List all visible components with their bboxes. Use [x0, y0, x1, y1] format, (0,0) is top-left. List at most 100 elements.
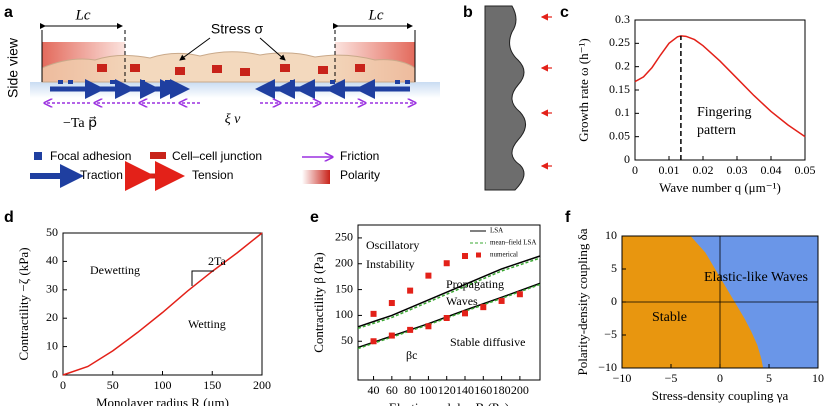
point — [516, 291, 523, 298]
x-axis-label: Monolayer radius R (μm) — [96, 395, 229, 406]
micrograph — [484, 5, 526, 191]
point — [425, 323, 432, 330]
slope-marker — [191, 270, 214, 286]
point — [388, 332, 395, 339]
y-tick-label: 0 — [624, 152, 630, 166]
legend-text: mean–field LSA — [490, 239, 536, 247]
y-axis-label: Polarity-density coupling δa — [575, 228, 590, 375]
legend-icon — [150, 152, 166, 159]
y-axis-label: Growth rate ω (h⁻¹) — [576, 38, 591, 141]
x-tick-label: 0 — [60, 378, 66, 392]
annotation: Stable diffusive — [450, 335, 525, 349]
lc-label: Lc — [75, 7, 91, 23]
traction-term: −Ta p⃗ — [63, 116, 97, 131]
x-tick-label: 0 — [717, 371, 723, 385]
point — [407, 287, 414, 294]
annotation: Waves — [446, 294, 478, 308]
x-tick-label: 40 — [368, 383, 380, 397]
y-tick-label: 100 — [335, 307, 353, 321]
panel-label: c — [560, 4, 569, 21]
region-label: Stable — [652, 310, 687, 325]
x-tick-label: 100 — [419, 383, 437, 397]
panel-a: Side view Lc Lc Stress σ −Ta p⃗ ξ v⃗ Foc… — [5, 7, 440, 191]
x-tick-label: 100 — [154, 378, 172, 392]
y-tick-label: 0.15 — [609, 82, 630, 96]
annotation: Propagating — [446, 277, 504, 291]
y-tick-label: 0 — [52, 367, 58, 381]
x-tick-label: 150 — [203, 378, 221, 392]
y-tick-label: −5 — [604, 327, 617, 341]
markers — [540, 13, 552, 170]
x-tick-label: 180 — [493, 383, 511, 397]
y-tick-label: 250 — [335, 230, 353, 244]
x-axis-label: Elastic modulus B (Pa) — [389, 400, 509, 406]
legend-text: Tension — [192, 168, 233, 182]
y-tick-label: 50 — [46, 225, 58, 239]
point — [480, 304, 487, 311]
y-tick-label: 0.3 — [615, 12, 630, 26]
x-tick-label: 10 — [812, 371, 824, 385]
y-tick-label: 150 — [335, 281, 353, 295]
x-tick-label: 60 — [386, 383, 398, 397]
point — [407, 326, 414, 333]
x-tick-label: 0 — [632, 163, 638, 177]
line — [62, 232, 263, 376]
x-tick-label: 0.01 — [659, 163, 680, 177]
x-tick-label: 50 — [107, 378, 119, 392]
y-tick-label: 30 — [46, 282, 58, 296]
y-tick-label: 200 — [335, 256, 353, 270]
line — [634, 35, 806, 138]
y-tick-label: 5 — [611, 261, 617, 275]
x-tick-label: 0.04 — [761, 163, 782, 177]
y-tick-label: −10 — [598, 360, 617, 374]
y-axis-label: Contractility β (Pa) — [311, 252, 326, 352]
y-tick-label: 40 — [46, 253, 58, 267]
y-tick-label: 0.1 — [615, 105, 630, 119]
x-tick-label: 0.03 — [727, 163, 748, 177]
annotation: Instability — [366, 257, 415, 271]
x-tick-label: 0.05 — [795, 163, 816, 177]
x-axis-label: Wave number q (μm⁻¹) — [659, 180, 781, 195]
annotation: Fingering — [697, 105, 751, 120]
cells — [41, 51, 416, 83]
annotation: βc — [406, 348, 417, 362]
y-axis-label: Contractility −ζ (kPa) — [16, 247, 31, 360]
x-tick-label: 160 — [474, 383, 492, 397]
point — [370, 338, 377, 345]
line — [357, 257, 541, 330]
y-tick-label: 10 — [605, 228, 617, 242]
region-label: Elastic-like Waves — [704, 270, 808, 285]
x-tick-label: −5 — [665, 371, 678, 385]
pointer — [259, 37, 286, 61]
y-tick-label: 10 — [46, 338, 58, 352]
x-tick-label: −10 — [613, 371, 632, 385]
pointer — [179, 37, 211, 61]
panel-label: e — [310, 209, 319, 226]
x-axis-label: Stress-density coupling γa — [652, 388, 789, 403]
x-tick-label: 5 — [766, 371, 772, 385]
point — [425, 272, 432, 279]
panel-label: f — [565, 209, 571, 226]
stress-label: Stress σ — [211, 21, 264, 37]
annotation: Oscillatory — [366, 238, 419, 252]
y-tick-label: 0.2 — [615, 58, 630, 72]
y-tick-label: 20 — [46, 310, 58, 324]
point — [388, 300, 395, 307]
x-tick-label: 140 — [456, 383, 474, 397]
point — [498, 297, 505, 304]
x-tick-label: 200 — [253, 378, 271, 392]
panel-label: a — [4, 4, 13, 21]
point — [462, 310, 469, 317]
y-tick-label: 50 — [341, 333, 353, 347]
plot-frame — [62, 232, 263, 376]
legend-icon — [34, 152, 42, 160]
legend-text: Polarity — [340, 168, 380, 182]
x-tick-label: 80 — [404, 383, 416, 397]
y-tick-label: 0.25 — [609, 35, 630, 49]
annotation: 2Ta — [208, 254, 226, 268]
lc-label: Lc — [368, 7, 384, 23]
x-tick-label: 120 — [438, 383, 456, 397]
y-tick-label: 0.05 — [609, 128, 630, 142]
point — [370, 310, 377, 317]
